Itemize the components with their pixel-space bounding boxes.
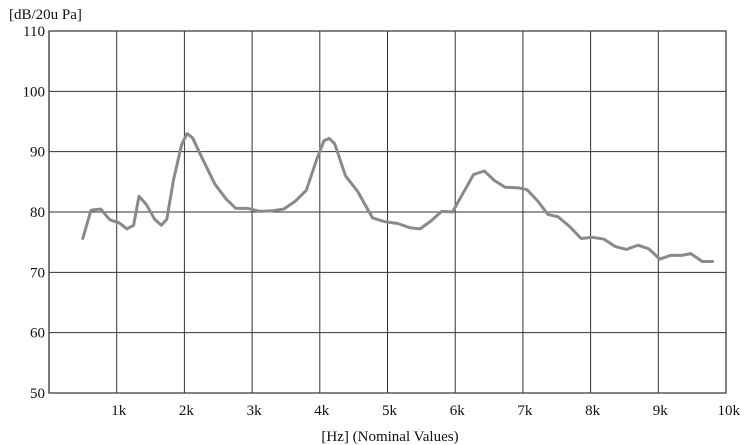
y-tick-label: 70 <box>30 265 45 281</box>
x-tick-label: 2k <box>179 403 195 419</box>
series-layer <box>81 132 714 263</box>
x-tick-label: 4k <box>314 403 330 419</box>
y-tick-label: 110 <box>23 24 45 40</box>
x-tick-label: 5k <box>382 403 398 419</box>
y-tick-label: 80 <box>30 205 45 221</box>
series-line <box>81 132 714 263</box>
x-axis-label: [Hz] (Nominal Values) <box>321 429 458 445</box>
y-tick-label: 90 <box>30 145 45 161</box>
x-tick-label: 3k <box>247 403 263 419</box>
y-axis-label: [dB/20u Pa] <box>9 7 82 23</box>
tick-labels: 50 60 70 80 90 100 110 1k 2k 3k 4k 5k 6k 7k 8k 9k 10k <box>23 24 741 419</box>
x-tick-label: 9k <box>653 403 669 419</box>
x-tick-label: 7k <box>517 403 533 419</box>
y-tick-label: 60 <box>30 326 45 342</box>
x-tick-label: 1k <box>111 403 127 419</box>
x-tick-label: 10k <box>718 403 741 419</box>
x-tick-label: 8k <box>585 403 601 419</box>
y-tick-label: 50 <box>30 386 45 402</box>
x-tick-label: 6k <box>450 403 466 419</box>
y-tick-label: 100 <box>23 84 46 100</box>
grid <box>48 30 727 394</box>
